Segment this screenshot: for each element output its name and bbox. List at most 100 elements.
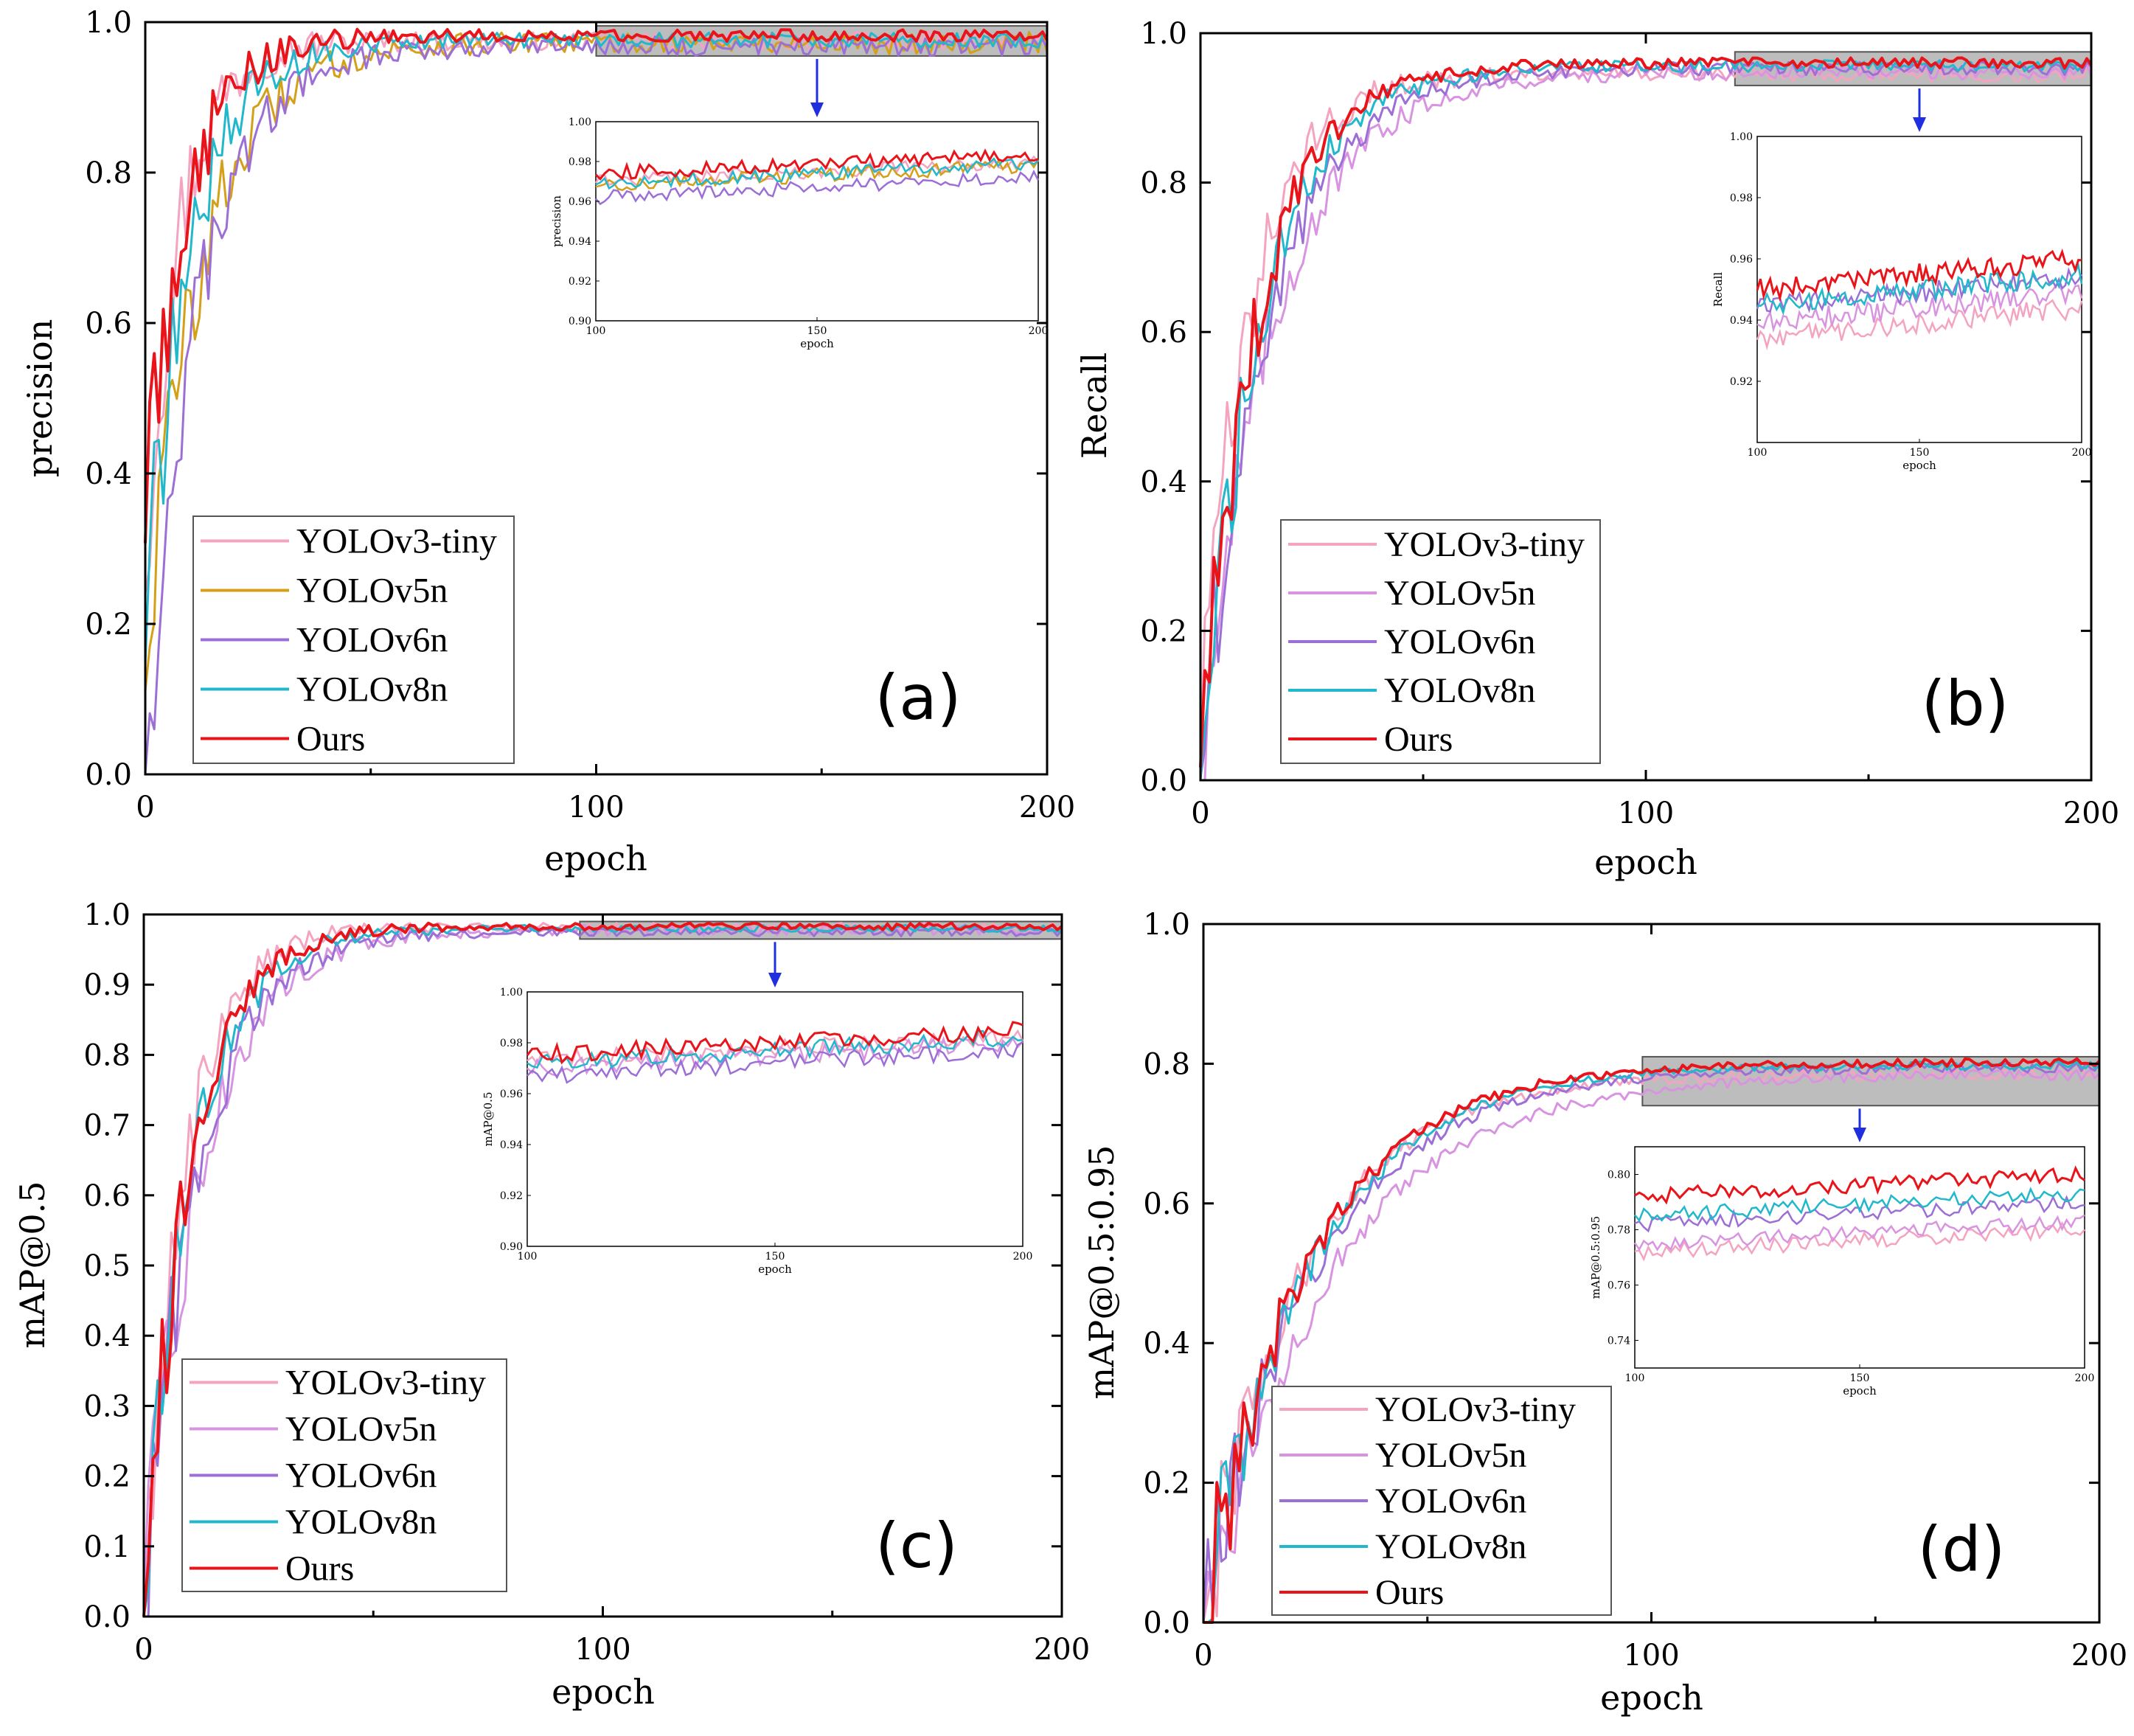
inset-y-tick-label: 0.92 — [569, 276, 591, 288]
inset-x-tick-label: 100 — [518, 1251, 538, 1263]
inset-x-tick-label: 100 — [1748, 447, 1768, 459]
y-tick-label: 0.4 — [83, 1319, 131, 1353]
inset-line-ours — [1634, 1165, 2085, 1205]
panel-label: (d) — [1918, 1513, 2006, 1586]
inset-y-tick-label: 0.96 — [500, 1089, 523, 1100]
legend-label: YOLOv3-tiny — [1375, 1390, 1576, 1429]
inset-x-tick-label: 150 — [1850, 1372, 1870, 1384]
legend-label: YOLOv5n — [1384, 574, 1535, 613]
inset-line-yolov8n — [1756, 263, 2083, 316]
panel-label: (b) — [1922, 667, 2009, 740]
inset-x-tick-label: 200 — [2075, 1372, 2095, 1384]
y-tick-label: 0.0 — [83, 1600, 131, 1634]
inset-c: 100 150 200 0.90 0.92 0.94 0.96 0.98 1.00 epoch mA… — [482, 987, 1032, 1276]
legend-label: Ours — [1375, 1573, 1444, 1612]
legend-label: Ours — [296, 720, 365, 759]
inset-line-ours — [1756, 249, 2082, 302]
y-tick-label: 0.0 — [1140, 764, 1187, 798]
inset-x-axis-title: epoch — [1843, 1384, 1877, 1398]
inset-line-yolov6n — [526, 1041, 1023, 1084]
y-tick-label: 0.8 — [1143, 1047, 1190, 1081]
y-tick-label: 1.0 — [1143, 908, 1190, 942]
y-axis-title: mAP@0.5:0.95 — [1082, 1145, 1122, 1400]
inset-y-tick-label: 1.00 — [1730, 131, 1753, 143]
inset-line-yolov8n — [526, 1030, 1023, 1069]
legend-label: YOLOv5n — [285, 1410, 437, 1449]
y-tick-label: 1.0 — [83, 898, 131, 932]
inset-x-axis-title: epoch — [758, 1263, 792, 1276]
series-line-yolov6n — [1202, 1061, 2101, 1623]
inset-y-tick-label: 0.76 — [1608, 1280, 1630, 1292]
legend-label: YOLOv8n — [1384, 671, 1535, 710]
x-tick-label: 0 — [136, 791, 154, 824]
series-line-yolov5n — [1202, 1068, 2101, 1623]
x-tick-label: 100 — [1623, 1639, 1679, 1673]
inset-y-axis-title: mAP@0.5:0.95 — [1589, 1216, 1602, 1299]
zoom-arrowhead — [810, 103, 824, 117]
panel-label: (c) — [875, 1510, 958, 1582]
x-tick-label: 200 — [1019, 791, 1075, 824]
legend-label: YOLOv6n — [1375, 1482, 1526, 1521]
inset-frame — [526, 991, 1023, 1247]
y-axis-title: Recall — [1074, 353, 1114, 459]
series-line-ours — [142, 921, 1063, 1617]
y-tick-label: 0.3 — [83, 1389, 131, 1423]
inset-frame — [1756, 136, 2082, 443]
legend-label: YOLOv6n — [285, 1456, 437, 1496]
inset-line-yolov5n — [1756, 282, 2083, 333]
legend-label: YOLOv5n — [1375, 1436, 1526, 1475]
inset-x-tick-label: 200 — [1013, 1251, 1033, 1263]
inset-y-tick-label: 0.92 — [500, 1190, 523, 1202]
legend-label: YOLOv3-tiny — [296, 522, 497, 561]
y-tick-label: 0.2 — [1143, 1467, 1190, 1501]
x-tick-label: 200 — [2071, 1639, 2127, 1673]
x-tick-label: 0 — [1194, 1639, 1212, 1673]
y-tick-label: 1.0 — [1140, 17, 1187, 51]
inset-x-tick-label: 150 — [765, 1251, 785, 1263]
y-axis-title: precision — [20, 319, 60, 478]
y-tick-label: 0.6 — [1140, 316, 1187, 350]
legend-label: YOLOv3-tiny — [1384, 525, 1585, 564]
inset-line-ours — [594, 148, 1039, 181]
inset-d: 100 150 200 0.74 0.76 0.78 0.80 epoch mAP@0.5:0.… — [1589, 1146, 2095, 1398]
zoom-arrowhead — [1853, 1128, 1866, 1142]
inset-y-tick-label: 0.74 — [1608, 1336, 1630, 1347]
x-tick-label: 100 — [1618, 796, 1674, 830]
panel-b: 0 100 200 0.0 0.2 0.4 0.6 0.8 1.0 epoch Recall YOLO… — [1074, 17, 2119, 882]
y-tick-label: 0.2 — [1140, 614, 1187, 648]
series-line-ours — [144, 27, 1049, 544]
y-tick-label: 0.4 — [1140, 465, 1187, 499]
y-tick-label: 0.5 — [83, 1249, 131, 1283]
legend-label: YOLOv8n — [1375, 1527, 1526, 1566]
series-line-ours — [1203, 1057, 2101, 1624]
inset-y-tick-label: 0.92 — [1730, 376, 1753, 388]
series-line-yolov8n — [144, 31, 1048, 666]
inset-y-tick-label: 0.98 — [500, 1038, 523, 1049]
inset-y-tick-label: 0.94 — [569, 236, 591, 248]
y-tick-label: 1.0 — [85, 6, 132, 40]
inset-y-axis-title: precision — [550, 195, 563, 247]
inset-x-tick-label: 100 — [1625, 1372, 1645, 1384]
inset-x-tick-label: 200 — [2072, 447, 2092, 459]
legend-label: YOLOv8n — [285, 1503, 437, 1542]
legend-label: YOLOv6n — [1384, 622, 1535, 662]
inset-x-tick-label: 200 — [1029, 325, 1049, 337]
legend-label: Ours — [285, 1549, 354, 1589]
legend-label: YOLOv8n — [296, 670, 448, 709]
inset-line-yolov8n — [1634, 1187, 2085, 1223]
legend-label: YOLOv3-tiny — [285, 1364, 486, 1403]
y-tick-label: 0.6 — [1143, 1187, 1190, 1221]
y-tick-label: 0.6 — [83, 1179, 131, 1213]
inset-frame — [595, 121, 1039, 322]
y-tick-label: 0.8 — [85, 156, 132, 190]
legend-label: Ours — [1384, 720, 1453, 759]
panel-label: (a) — [875, 662, 961, 734]
series-line-yolov6n — [144, 926, 1063, 1618]
inset-y-tick-label: 0.90 — [569, 316, 591, 327]
zoom-arrowhead — [1913, 117, 1926, 132]
inset-x-axis-title: epoch — [800, 337, 834, 350]
panel-d: 0 100 200 0.0 0.2 0.4 0.6 0.8 1.0 epoch mAP@0.5:0.… — [1082, 908, 2127, 1718]
x-tick-label: 200 — [1034, 1633, 1090, 1667]
inset-line-yolov3-tiny — [1634, 1221, 2085, 1262]
